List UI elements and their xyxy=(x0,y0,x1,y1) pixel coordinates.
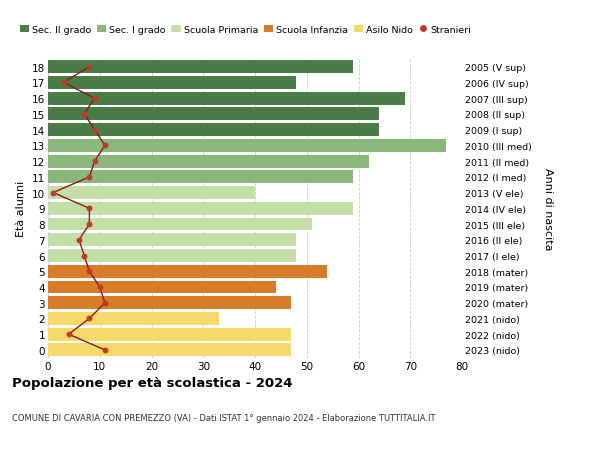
Point xyxy=(59,79,68,87)
Y-axis label: Età alunni: Età alunni xyxy=(16,181,26,237)
Point xyxy=(90,158,100,165)
Point xyxy=(85,64,94,71)
Point xyxy=(85,221,94,228)
Bar xyxy=(48,297,291,309)
Point xyxy=(90,127,100,134)
Bar xyxy=(48,250,296,263)
Point xyxy=(64,331,74,338)
Point xyxy=(85,315,94,322)
Text: COMUNE DI CAVARIA CON PREMEZZO (VA) - Dati ISTAT 1° gennaio 2024 - Elaborazione : COMUNE DI CAVARIA CON PREMEZZO (VA) - Da… xyxy=(12,413,436,422)
Bar xyxy=(48,77,296,90)
Bar xyxy=(48,108,379,121)
Point xyxy=(90,95,100,103)
Bar xyxy=(48,155,369,168)
Point xyxy=(85,174,94,181)
Bar xyxy=(48,234,296,246)
Point xyxy=(100,347,110,354)
Bar xyxy=(48,140,446,152)
Bar xyxy=(48,61,353,74)
Y-axis label: Anni di nascita: Anni di nascita xyxy=(543,168,553,250)
Legend: Sec. II grado, Sec. I grado, Scuola Primaria, Scuola Infanzia, Asilo Nido, Stran: Sec. II grado, Sec. I grado, Scuola Prim… xyxy=(20,26,472,34)
Point xyxy=(85,268,94,275)
Point xyxy=(79,111,89,118)
Point xyxy=(85,205,94,213)
Bar xyxy=(48,312,219,325)
Bar xyxy=(48,218,312,231)
Point xyxy=(100,299,110,307)
Text: Popolazione per età scolastica - 2024: Popolazione per età scolastica - 2024 xyxy=(12,376,293,389)
Point xyxy=(74,236,84,244)
Point xyxy=(79,252,89,260)
Bar xyxy=(48,187,255,200)
Bar xyxy=(48,344,291,357)
Point xyxy=(49,190,58,197)
Point xyxy=(95,284,104,291)
Bar xyxy=(48,281,276,294)
Bar xyxy=(48,124,379,137)
Bar xyxy=(48,93,405,106)
Bar xyxy=(48,202,353,215)
Bar xyxy=(48,328,291,341)
Bar xyxy=(48,265,328,278)
Bar xyxy=(48,171,353,184)
Point xyxy=(100,142,110,150)
